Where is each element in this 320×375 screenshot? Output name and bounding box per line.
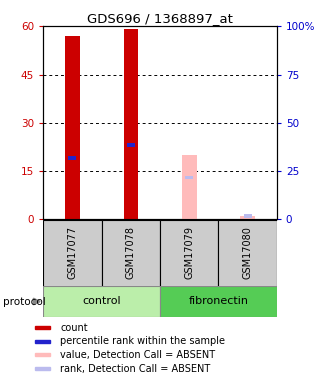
Bar: [68, 156, 76, 160]
Text: count: count: [60, 322, 88, 333]
Bar: [35, 353, 50, 356]
Bar: [160, 220, 219, 287]
Text: protocol: protocol: [3, 297, 46, 307]
Text: GSM17080: GSM17080: [243, 226, 252, 279]
Bar: [240, 216, 255, 219]
Bar: [102, 220, 160, 287]
Bar: [185, 176, 193, 180]
Bar: [219, 220, 277, 287]
Text: GSM17079: GSM17079: [184, 226, 194, 279]
Bar: [35, 340, 50, 343]
Bar: [244, 214, 252, 218]
Bar: [182, 155, 196, 219]
Bar: [35, 367, 50, 370]
Bar: [43, 220, 102, 287]
Bar: [35, 326, 50, 329]
Text: value, Detection Call = ABSENT: value, Detection Call = ABSENT: [60, 350, 215, 360]
Text: rank, Detection Call = ABSENT: rank, Detection Call = ABSENT: [60, 364, 211, 374]
Text: GSM17078: GSM17078: [126, 226, 136, 279]
Text: percentile rank within the sample: percentile rank within the sample: [60, 336, 225, 346]
Text: fibronectin: fibronectin: [188, 297, 248, 306]
Bar: [65, 36, 80, 219]
Text: control: control: [82, 297, 121, 306]
Bar: [160, 286, 277, 317]
Bar: [127, 143, 135, 147]
Bar: [43, 286, 160, 317]
Title: GDS696 / 1368897_at: GDS696 / 1368897_at: [87, 12, 233, 25]
Bar: [124, 30, 138, 219]
Text: GSM17077: GSM17077: [68, 226, 77, 279]
